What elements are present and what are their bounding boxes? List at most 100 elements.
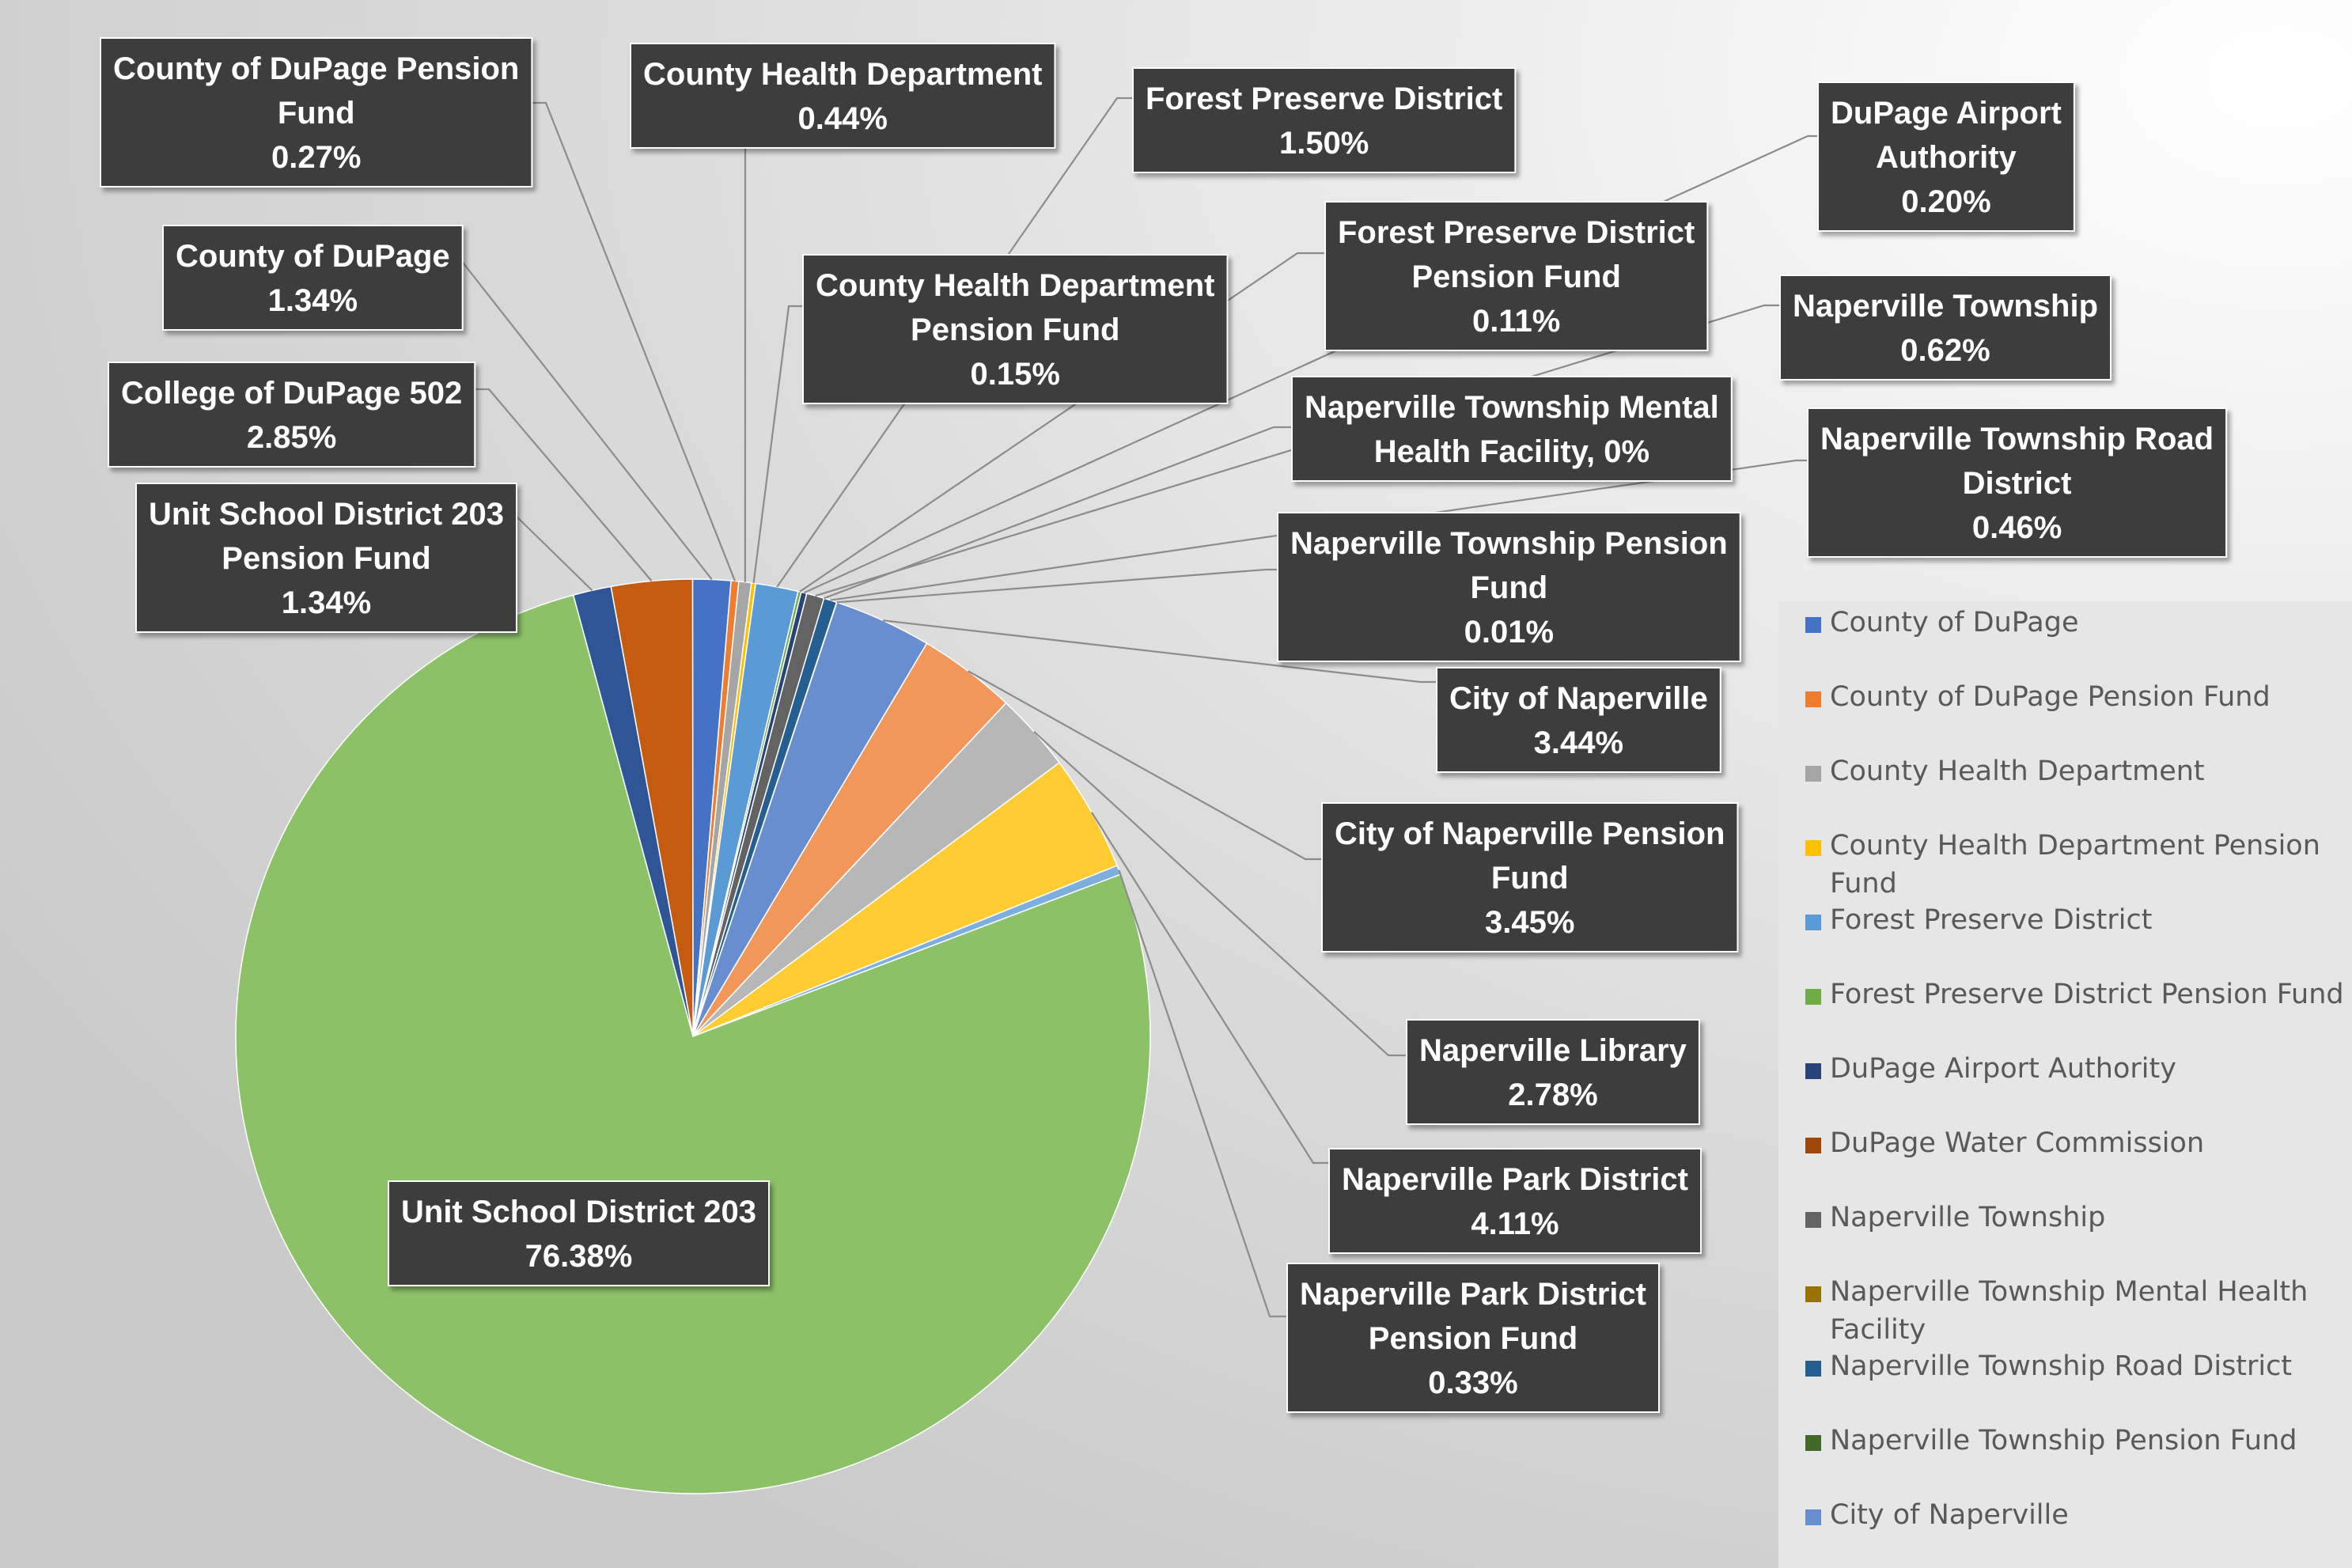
pie-slices (235, 578, 1151, 1494)
data-label-county-health-department-pension-fund: County Health Department Pension Fund 0.15… (802, 254, 1229, 404)
data-label-text: District (1963, 466, 2072, 501)
data-label-naperville-township-road-district: Naperville Township Road District 0.46% (1807, 407, 2228, 558)
data-label-text: Forest Preserve District (1146, 81, 1502, 116)
data-label-text: County of DuPage Pension (113, 51, 519, 86)
legend-label: Naperville Township Pension Fund (1830, 1425, 2297, 1456)
leader-line-forest-preserve-district-pension-fund (799, 252, 1325, 593)
legend-swatch (1805, 915, 1821, 930)
legend-label: Naperville Township Mental Health (1830, 1276, 2308, 1308)
legend-label: Naperville Township Road District (1830, 1350, 2292, 1382)
data-label-text: County Health Department (816, 268, 1215, 303)
legend-entry-dupage-water-commission: DuPage Water Commission (1805, 1127, 2204, 1159)
data-label-text: 0.44% (798, 101, 888, 136)
legend-swatch (1805, 1212, 1821, 1228)
data-label-box (1132, 67, 1517, 173)
data-label-box (388, 1180, 770, 1286)
legend-entry-county-of-dupage: County of DuPage (1805, 607, 2079, 638)
data-label-text: Naperville Township Mental (1305, 390, 1719, 425)
legend-entry-county-health-department-pension-fund: County Health Department Pension Fund (1805, 830, 2320, 900)
data-label-naperville-township-mental-health-facility: Naperville Township Mental Health Facilit… (1291, 376, 1733, 482)
data-label-box (1277, 512, 1741, 662)
leader-line-naperville-township-mental-health-facility (824, 426, 1292, 600)
data-label-box (135, 483, 517, 633)
data-label-box (162, 225, 464, 331)
data-label-box (1817, 81, 2075, 232)
data-label-text: 4.11% (1471, 1206, 1559, 1241)
legend-entry-dupage-airport-authority: DuPage Airport Authority (1805, 1053, 2176, 1085)
data-label-box (1291, 376, 1733, 482)
data-label-text: Health Facility, 0% (1374, 434, 1649, 469)
data-label-text: 3.44% (1534, 725, 1623, 760)
data-label-text: Naperville Library (1419, 1033, 1687, 1068)
data-label-county-of-dupage-pension-fund: County of DuPage Pension Fund 0.27% (100, 37, 533, 187)
legend-swatch (1805, 1138, 1821, 1153)
data-label-city-of-naperville: City of Naperville 3.44% (1436, 667, 1721, 773)
data-label-forest-preserve-district-pension-fund: Forest Preserve District Pension Fund 0.11… (1324, 201, 1709, 351)
leader-line-forest-preserve-district (776, 97, 1133, 588)
data-label-text: Fund (1491, 861, 1569, 896)
legend-swatch (1805, 617, 1821, 633)
legend-label: Facility (1830, 1314, 1926, 1346)
data-label-text: 76.38% (525, 1239, 633, 1274)
legend-entry-forest-preserve-district-pension-fund: Forest Preserve District Pension Fund (1805, 979, 2344, 1010)
legend-label: DuPage Airport Authority (1830, 1053, 2176, 1085)
data-label-text: Naperville Park District (1342, 1162, 1688, 1197)
leader-line-naperville-park-district (1090, 812, 1329, 1165)
leader-line-naperville-township (815, 304, 1780, 597)
legend-swatch (1805, 989, 1821, 1005)
legend-label: County of DuPage Pension Fund (1830, 681, 2271, 713)
legend-swatch (1805, 840, 1821, 856)
data-label-text: Naperville Park District (1300, 1277, 1646, 1312)
data-label-text: 0.27% (271, 140, 361, 175)
data-label-unit-school-district-203: Unit School District 203 76.38% (388, 1180, 770, 1286)
data-label-box (108, 362, 476, 468)
legend-entry-naperville-township: Naperville Township (1805, 1202, 2105, 1233)
data-label-text: Unit School District 203 (149, 497, 504, 532)
data-label-text: 0.11% (1472, 304, 1560, 339)
data-label-box (802, 254, 1229, 404)
legend-entry-naperville-township-road-district: Naperville Township Road District (1805, 1350, 2292, 1382)
data-label-text: 0.62% (1900, 333, 1990, 368)
data-label-box (1324, 201, 1709, 351)
legend-label: Forest Preserve District Pension Fund (1830, 979, 2344, 1010)
data-label-box (1436, 667, 1721, 773)
legend-label: City of Naperville (1830, 1499, 2069, 1531)
data-label-text: Fund (1470, 570, 1547, 605)
data-label-box (1328, 1148, 1702, 1254)
data-label-box (630, 43, 1056, 149)
data-label-text: City of Naperville Pension (1335, 816, 1725, 851)
legend-swatch (1805, 766, 1821, 782)
data-label-text: 1.34% (282, 585, 371, 620)
data-label-text: Fund (278, 96, 355, 131)
data-label-text: College of DuPage 502 (121, 376, 462, 411)
data-label-text: 2.78% (1508, 1078, 1597, 1112)
data-label-text: Naperville Township Pension (1290, 526, 1728, 561)
data-label-box (1779, 275, 2111, 381)
data-label-city-of-naperville-pension-fund: City of Naperville Pension Fund 3.45% (1321, 802, 1739, 953)
data-label-text: 1.34% (268, 283, 358, 318)
data-label-naperville-park-district-pension-fund: Naperville Park District Pension Fund 0.33… (1286, 1263, 1660, 1413)
data-label-box (1321, 802, 1739, 953)
data-label-unit-school-district-203-pension-fund: Unit School District 203 Pension Fund 1.34… (135, 483, 517, 633)
data-label-college-of-dupage-502: College of DuPage 502 2.85% (108, 362, 476, 468)
legend: County of DuPage County of DuPage Pension… (1805, 607, 2344, 1531)
legend-label: County Health Department (1830, 756, 2205, 787)
legend-label: DuPage Water Commission (1830, 1127, 2204, 1159)
data-label-box (1807, 407, 2228, 558)
legend-entry-naperville-township-pension-fund: Naperville Township Pension Fund (1805, 1425, 2297, 1456)
data-label-forest-preserve-district: Forest Preserve District 1.50% (1132, 67, 1517, 173)
data-label-box (1406, 1019, 1700, 1125)
data-labels: County of DuPage 1.34% County of DuPage Pe… (100, 37, 2228, 1413)
leader-line-naperville-library (1033, 731, 1407, 1057)
data-label-text: 0.01% (1464, 615, 1554, 650)
data-label-text: Pension Fund (222, 541, 430, 576)
data-label-text: Unit School District 203 (401, 1195, 756, 1229)
data-label-naperville-library: Naperville Library 2.78% (1406, 1019, 1700, 1125)
data-label-text: Naperville Township (1793, 289, 2098, 324)
data-label-text: 0.33% (1428, 1365, 1517, 1400)
data-label-text: Naperville Township Road (1820, 422, 2214, 456)
data-label-text: 2.85% (247, 420, 336, 455)
data-label-naperville-township: Naperville Township 0.62% (1779, 275, 2111, 381)
